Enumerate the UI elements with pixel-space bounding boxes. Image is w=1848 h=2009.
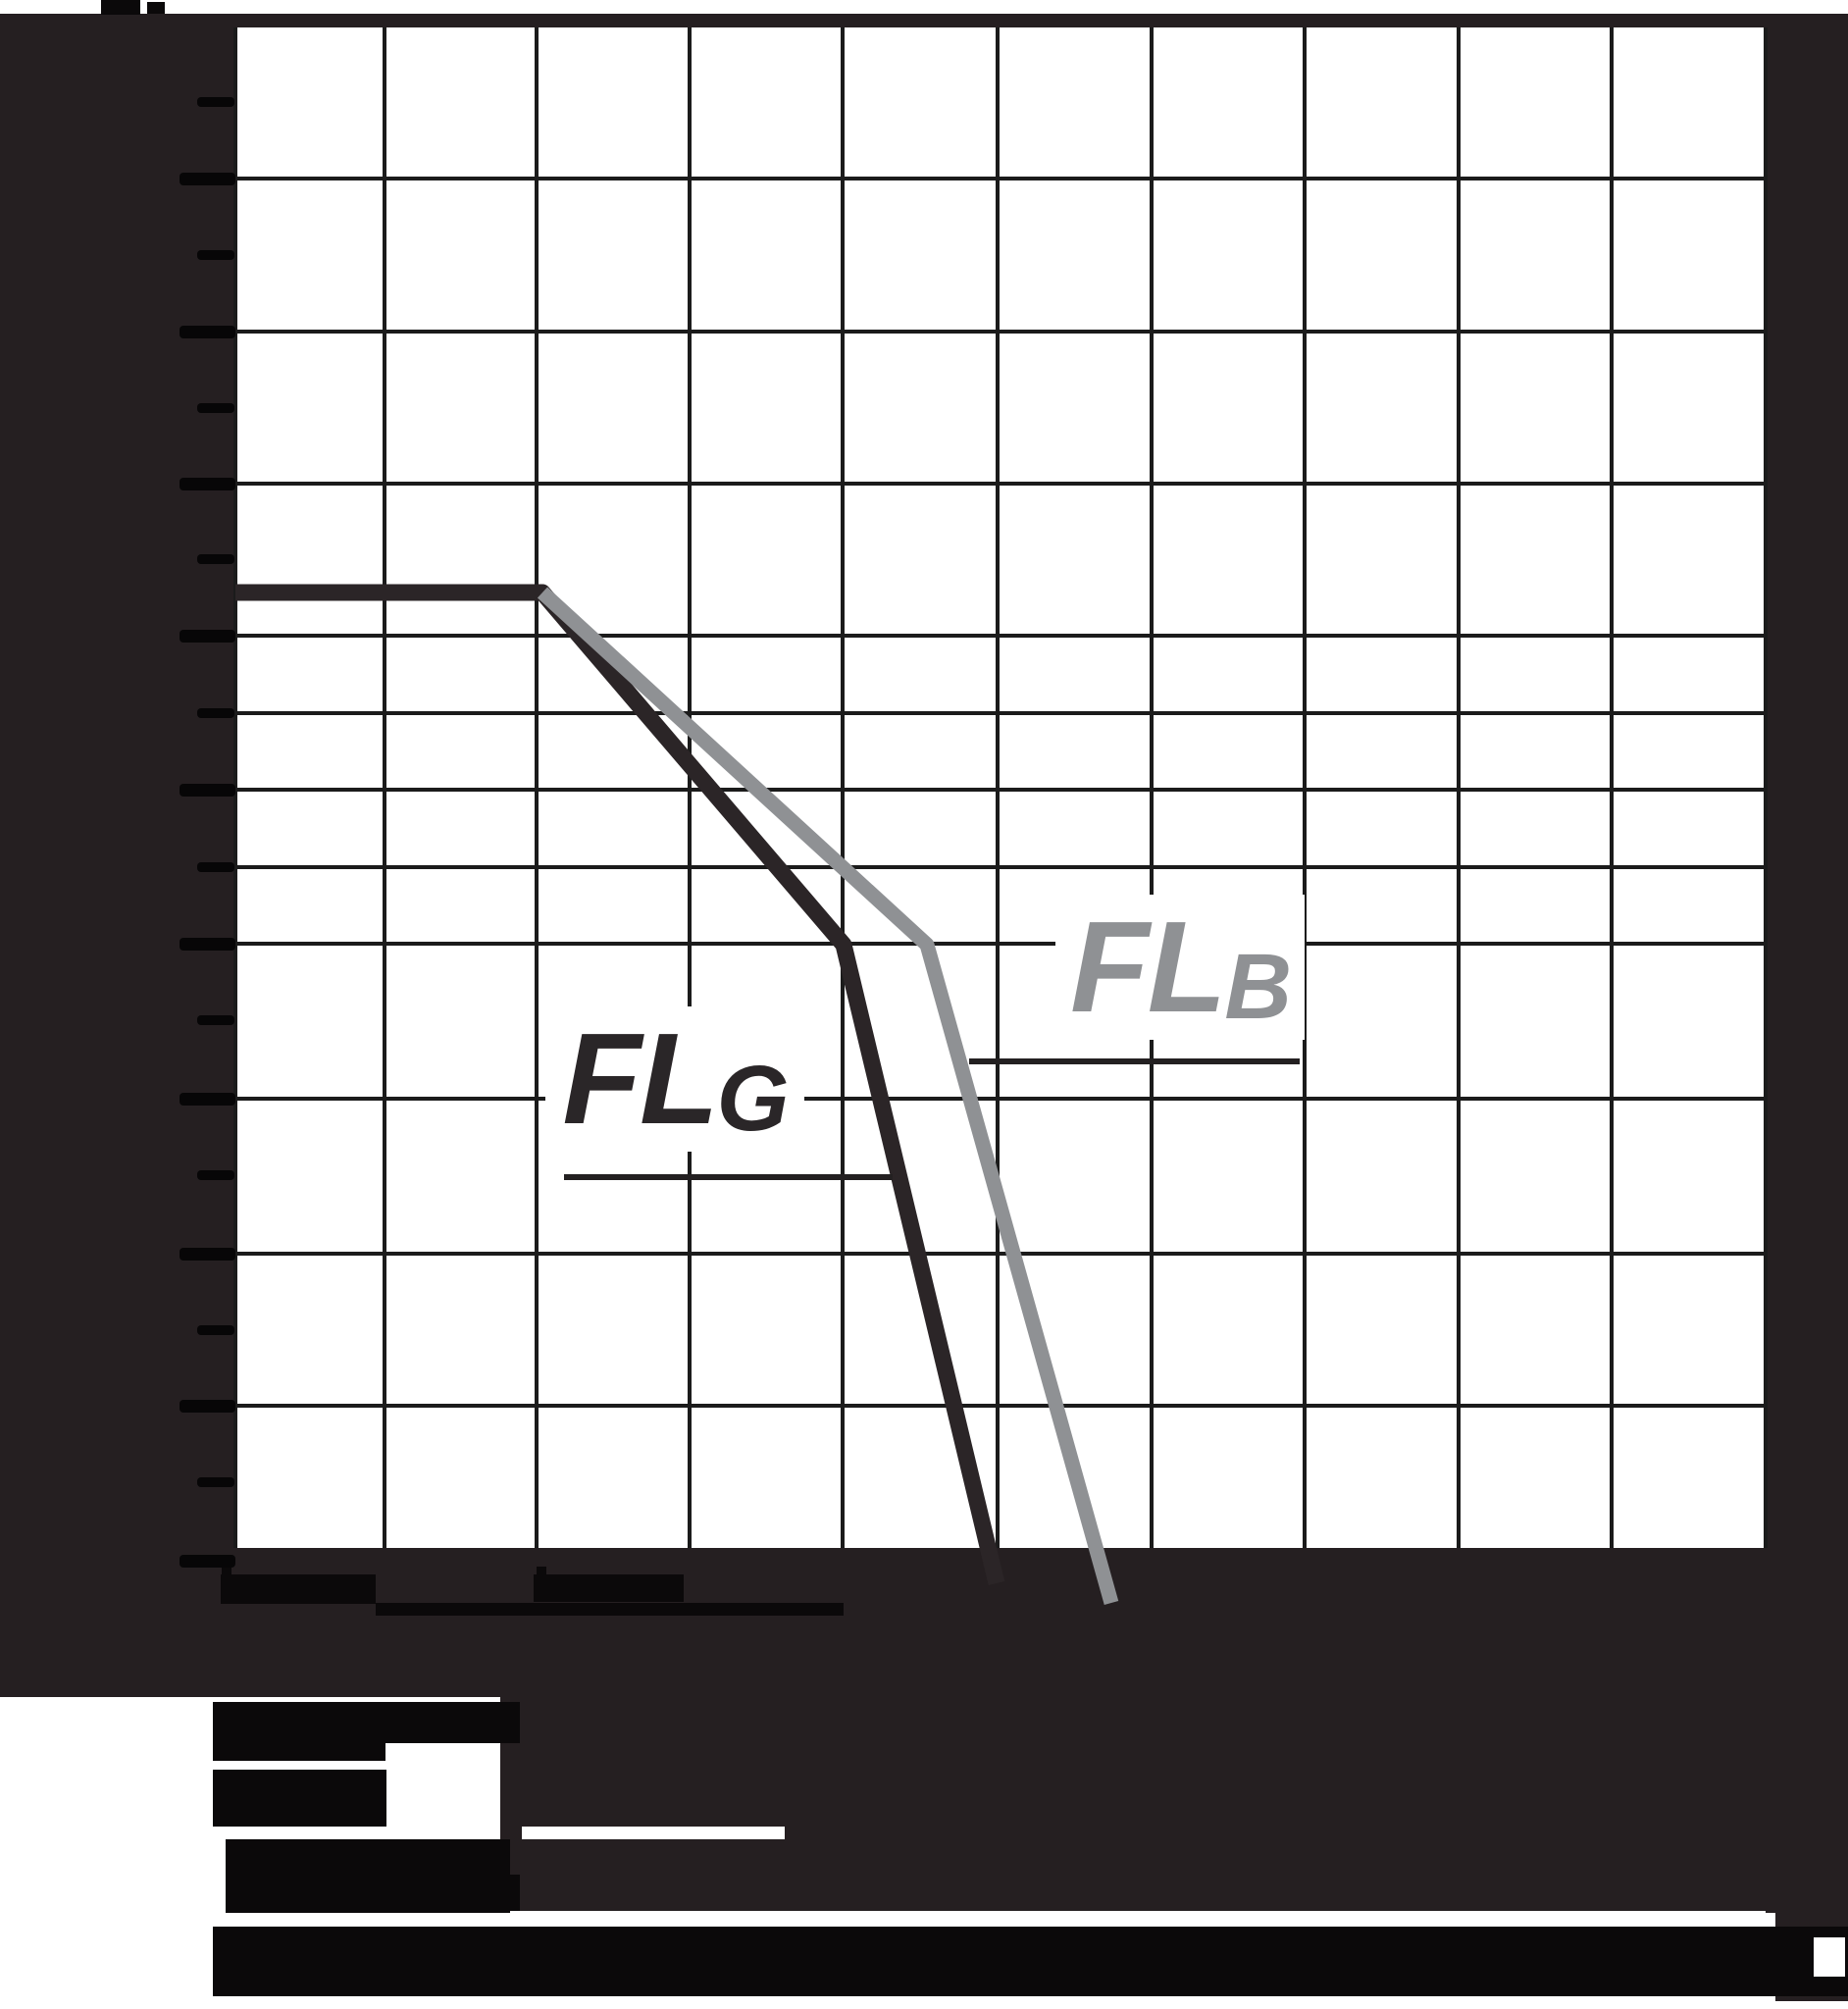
redaction-x-tick-2 [537,1567,546,1575]
series-label-flg-subscript: G [716,1047,790,1152]
series-label-flb: FL B [1055,895,1305,1040]
y-axis-tick-short [197,250,234,260]
redaction-y-title-remnant-2 [147,2,165,14]
redaction-y-title-remnant-1 [101,0,140,15]
y-axis-tick-short [197,1015,234,1025]
dark-panel-left-axis-panel [0,14,235,1697]
y-axis-tick-short [197,708,234,718]
y-axis-tick-long [180,173,235,185]
y-axis-tick-long [180,1248,235,1261]
y-axis-tick-short [197,97,234,107]
redaction-x-label-bar-1 [221,1574,376,1604]
white-patch-mid-white-line [522,1827,785,1839]
y-axis-tick-short [197,403,234,413]
label-leader-line-0 [564,1174,893,1180]
dark-panel-top-border-bar [0,14,1848,27]
y-axis-tick-long [180,478,235,490]
curve-FLG [235,584,1005,1585]
redaction-x-tick-1 [222,1567,231,1575]
y-axis-tick-long [180,784,235,797]
label-leader-line-1 [969,1058,1300,1064]
y-axis-tick-long [180,1400,235,1413]
y-axis-tick-short [197,554,234,564]
y-axis-tick-long [180,1555,235,1568]
y-axis-tick-long [180,630,235,643]
dark-panel-bottom-axis-band [0,1548,1848,1697]
redaction-footer-bar [213,1927,1848,1996]
dark-panel-lower-right-mass [500,1697,1848,1911]
white-patch-gap-row [213,1913,1775,1927]
series-label-flb-main: FL [1070,895,1226,1039]
redaction-legend-bar-2 [213,1770,386,1827]
series-label-flg: FL G [545,1006,804,1152]
curve-FLB [537,587,1119,1606]
y-axis-tick-short [197,862,234,872]
redaction-x-label-bar-2 [534,1574,684,1602]
white-patch-right-notch [1814,1937,1845,1977]
y-axis-tick-long [180,938,235,951]
redaction-legend-bar-3-bridge [294,1875,520,1911]
redaction-legend-bar-1b [213,1743,385,1761]
y-axis-tick-long [180,1093,235,1106]
y-axis-tick-short [197,1325,234,1335]
y-axis-tick-short [197,1477,234,1487]
y-axis-tick-short [197,1170,234,1180]
y-axis-tick-long [180,326,235,338]
redaction-x-label-thin-bar [376,1603,844,1616]
white-patch-bottom-strip-full [0,2001,1848,2009]
series-label-flb-subscript: B [1224,935,1292,1040]
series-label-flg-main: FL [562,1006,718,1151]
redaction-legend-bar-1a [213,1702,520,1743]
